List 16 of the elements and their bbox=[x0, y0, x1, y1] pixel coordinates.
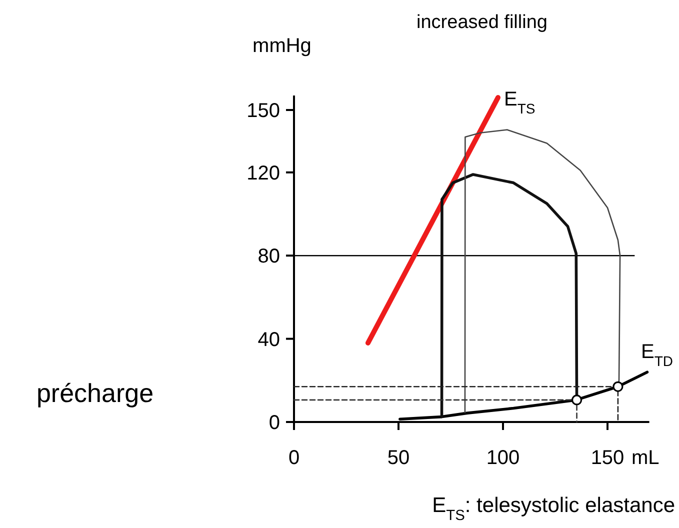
y-tick-label: 80 bbox=[258, 246, 280, 268]
chart-title: increased filling bbox=[416, 12, 548, 33]
y-tick-label: 40 bbox=[258, 328, 280, 351]
x-axis-title: mL bbox=[632, 447, 660, 469]
text: E$_{TS}$: telesystolic elastance bbox=[432, 494, 675, 524]
x-tick-label: 50 bbox=[387, 447, 410, 469]
y-tick-label: 120 bbox=[246, 162, 280, 184]
x-tick-label: 0 bbox=[288, 447, 300, 469]
series-label: E$_{TD}$ bbox=[640, 341, 673, 370]
y-axis-title: mmHg bbox=[252, 35, 312, 57]
x-tick-label: 100 bbox=[486, 447, 520, 469]
series-label: E$_{TS}$ bbox=[504, 88, 536, 117]
text: précharge bbox=[36, 378, 154, 408]
y-tick-label: 0 bbox=[268, 412, 280, 434]
y-tick-label: 150 bbox=[246, 100, 280, 122]
x-tick-label: 150 bbox=[590, 447, 624, 469]
